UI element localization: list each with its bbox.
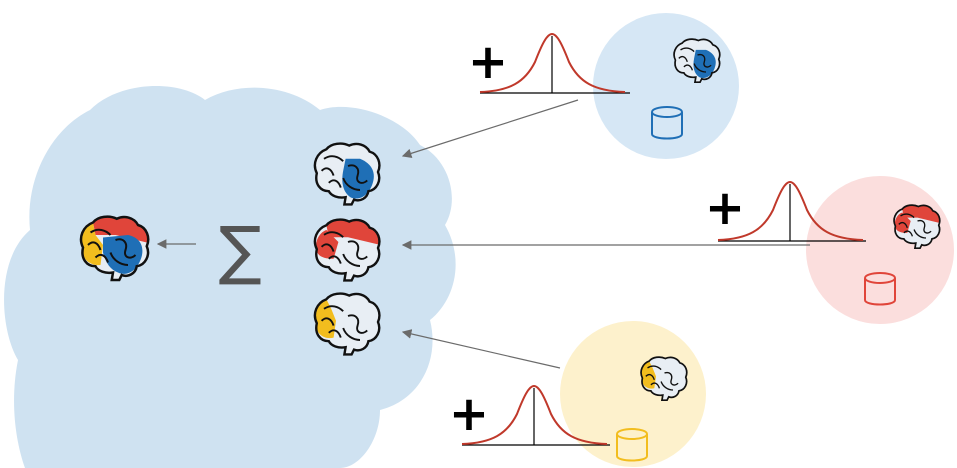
database-icon xyxy=(651,106,683,140)
gaussian-noise-icon xyxy=(717,180,866,242)
brain-icon xyxy=(313,218,381,282)
plus-yellow: + xyxy=(449,386,489,442)
brain-icon xyxy=(640,356,688,402)
brain-icon xyxy=(313,142,381,206)
gaussian-noise-icon xyxy=(461,384,610,446)
database-icon xyxy=(616,428,648,462)
arrow-yellow-to-server xyxy=(401,329,561,369)
plus-red: + xyxy=(705,180,745,236)
client-red-circle xyxy=(806,176,954,324)
aggregated-brain-icon xyxy=(79,215,150,282)
database-icon xyxy=(864,272,896,306)
brain-icon xyxy=(313,292,381,356)
arrow-blue-to-server xyxy=(401,99,579,159)
brain-icon xyxy=(673,38,721,84)
plus-blue: + xyxy=(468,34,508,90)
client-blue-circle xyxy=(593,13,739,159)
gaussian-noise-icon xyxy=(479,32,630,94)
sum-icon: ∑ xyxy=(218,214,261,288)
brain-icon xyxy=(893,204,941,250)
